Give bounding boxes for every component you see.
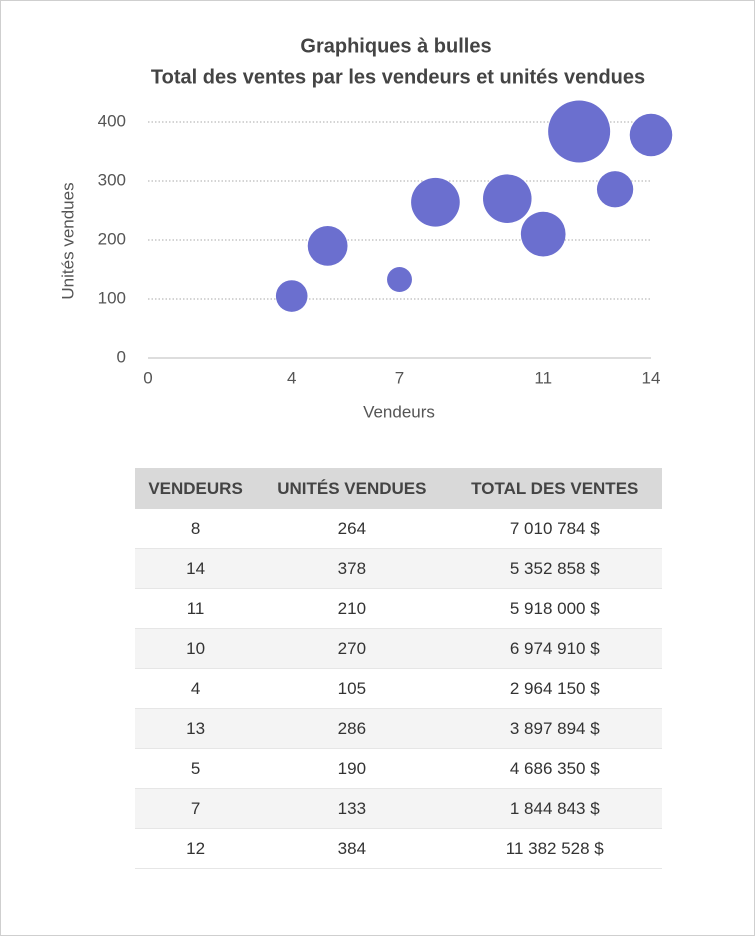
bubble	[411, 177, 460, 227]
chart: Graphiques à bulles Total des ventes par…	[58, 35, 673, 421]
y-tick-label: 200	[98, 229, 126, 248]
bubble	[548, 100, 611, 163]
table-row: 7 133 1 844 843 $	[135, 788, 662, 829]
table-cell: 190	[256, 748, 448, 789]
table-cell: 286	[256, 708, 448, 749]
header-row: VENDEURS UNITÉS VENDUES TOTAL DES VENTES	[135, 468, 662, 509]
table-row: 8 264 7 010 784 $	[135, 509, 662, 549]
x-tick-label: 11	[534, 368, 552, 387]
bubble	[629, 113, 673, 157]
y-tick-label: 0	[117, 347, 126, 366]
table-cell: 2 964 150 $	[447, 668, 662, 709]
table-cell: 378	[256, 548, 448, 589]
x-axis-label: Vendeurs	[363, 402, 435, 421]
table-cell: 11	[135, 588, 257, 629]
bubble	[275, 280, 308, 312]
table-cell: 210	[256, 588, 448, 629]
table-cell: 4	[135, 668, 257, 709]
table-cell: 8	[135, 509, 257, 549]
table-row: 11 210 5 918 000 $	[135, 588, 662, 629]
bubble	[520, 211, 566, 257]
table-cell: 7 010 784 $	[447, 509, 662, 549]
table-row: 13 286 3 897 894 $	[135, 708, 662, 749]
table-cell: 1 844 843 $	[447, 788, 662, 829]
table-cell: 264	[256, 509, 448, 549]
table-cell: 3 897 894 $	[447, 708, 662, 749]
table-cell: 14	[135, 548, 257, 589]
table-cell: 12	[135, 828, 257, 869]
x-tick-label: 4	[287, 368, 296, 387]
chart-title: Graphiques à bulles	[300, 35, 491, 57]
table-cell: 6 974 910 $	[447, 628, 662, 669]
column-header: UNITÉS VENDUES	[256, 468, 448, 509]
y-tick-label: 400	[98, 111, 126, 130]
column-header: VENDEURS	[135, 468, 257, 509]
table-cell: 133	[256, 788, 448, 829]
data-table: VENDEURS UNITÉS VENDUES TOTAL DES VENTES 8 2…	[135, 468, 662, 869]
y-tick-label: 300	[98, 170, 126, 189]
chart-subtitle: Total des ventes par les vendeurs et uni…	[151, 66, 645, 88]
table-row: 5 190 4 686 350 $	[135, 748, 662, 789]
table-cell: 384	[256, 828, 448, 869]
table-cell: 10	[135, 628, 257, 669]
table-row: 14 378 5 352 858 $	[135, 548, 662, 589]
column-header: TOTAL DES VENTES	[447, 468, 662, 509]
table-cell: 4 686 350 $	[447, 748, 662, 789]
table-row: 12 384 11 382 528 $	[135, 828, 662, 869]
table-row: 4 105 2 964 150 $	[135, 668, 662, 709]
bubble	[483, 174, 532, 223]
bubble	[307, 226, 348, 266]
x-tick-label: 14	[642, 368, 661, 387]
table-cell: 5 918 000 $	[447, 588, 662, 629]
x-tick-label: 7	[395, 368, 404, 387]
bubble	[387, 267, 412, 293]
y-axis-label: Unités vendues	[58, 182, 77, 299]
table-cell: 7	[135, 788, 257, 829]
table-cell: 5	[135, 748, 257, 789]
bubble	[596, 171, 634, 208]
table-cell: 13	[135, 708, 257, 749]
x-tick-label: 0	[143, 368, 152, 387]
y-tick-label: 100	[98, 288, 126, 307]
table-cell: 270	[256, 628, 448, 669]
table-cell: 11 382 528 $	[447, 828, 662, 869]
table-cell: 105	[256, 668, 448, 709]
table-cell: 5 352 858 $	[447, 548, 662, 589]
table-row: 10 270 6 974 910 $	[135, 628, 662, 669]
